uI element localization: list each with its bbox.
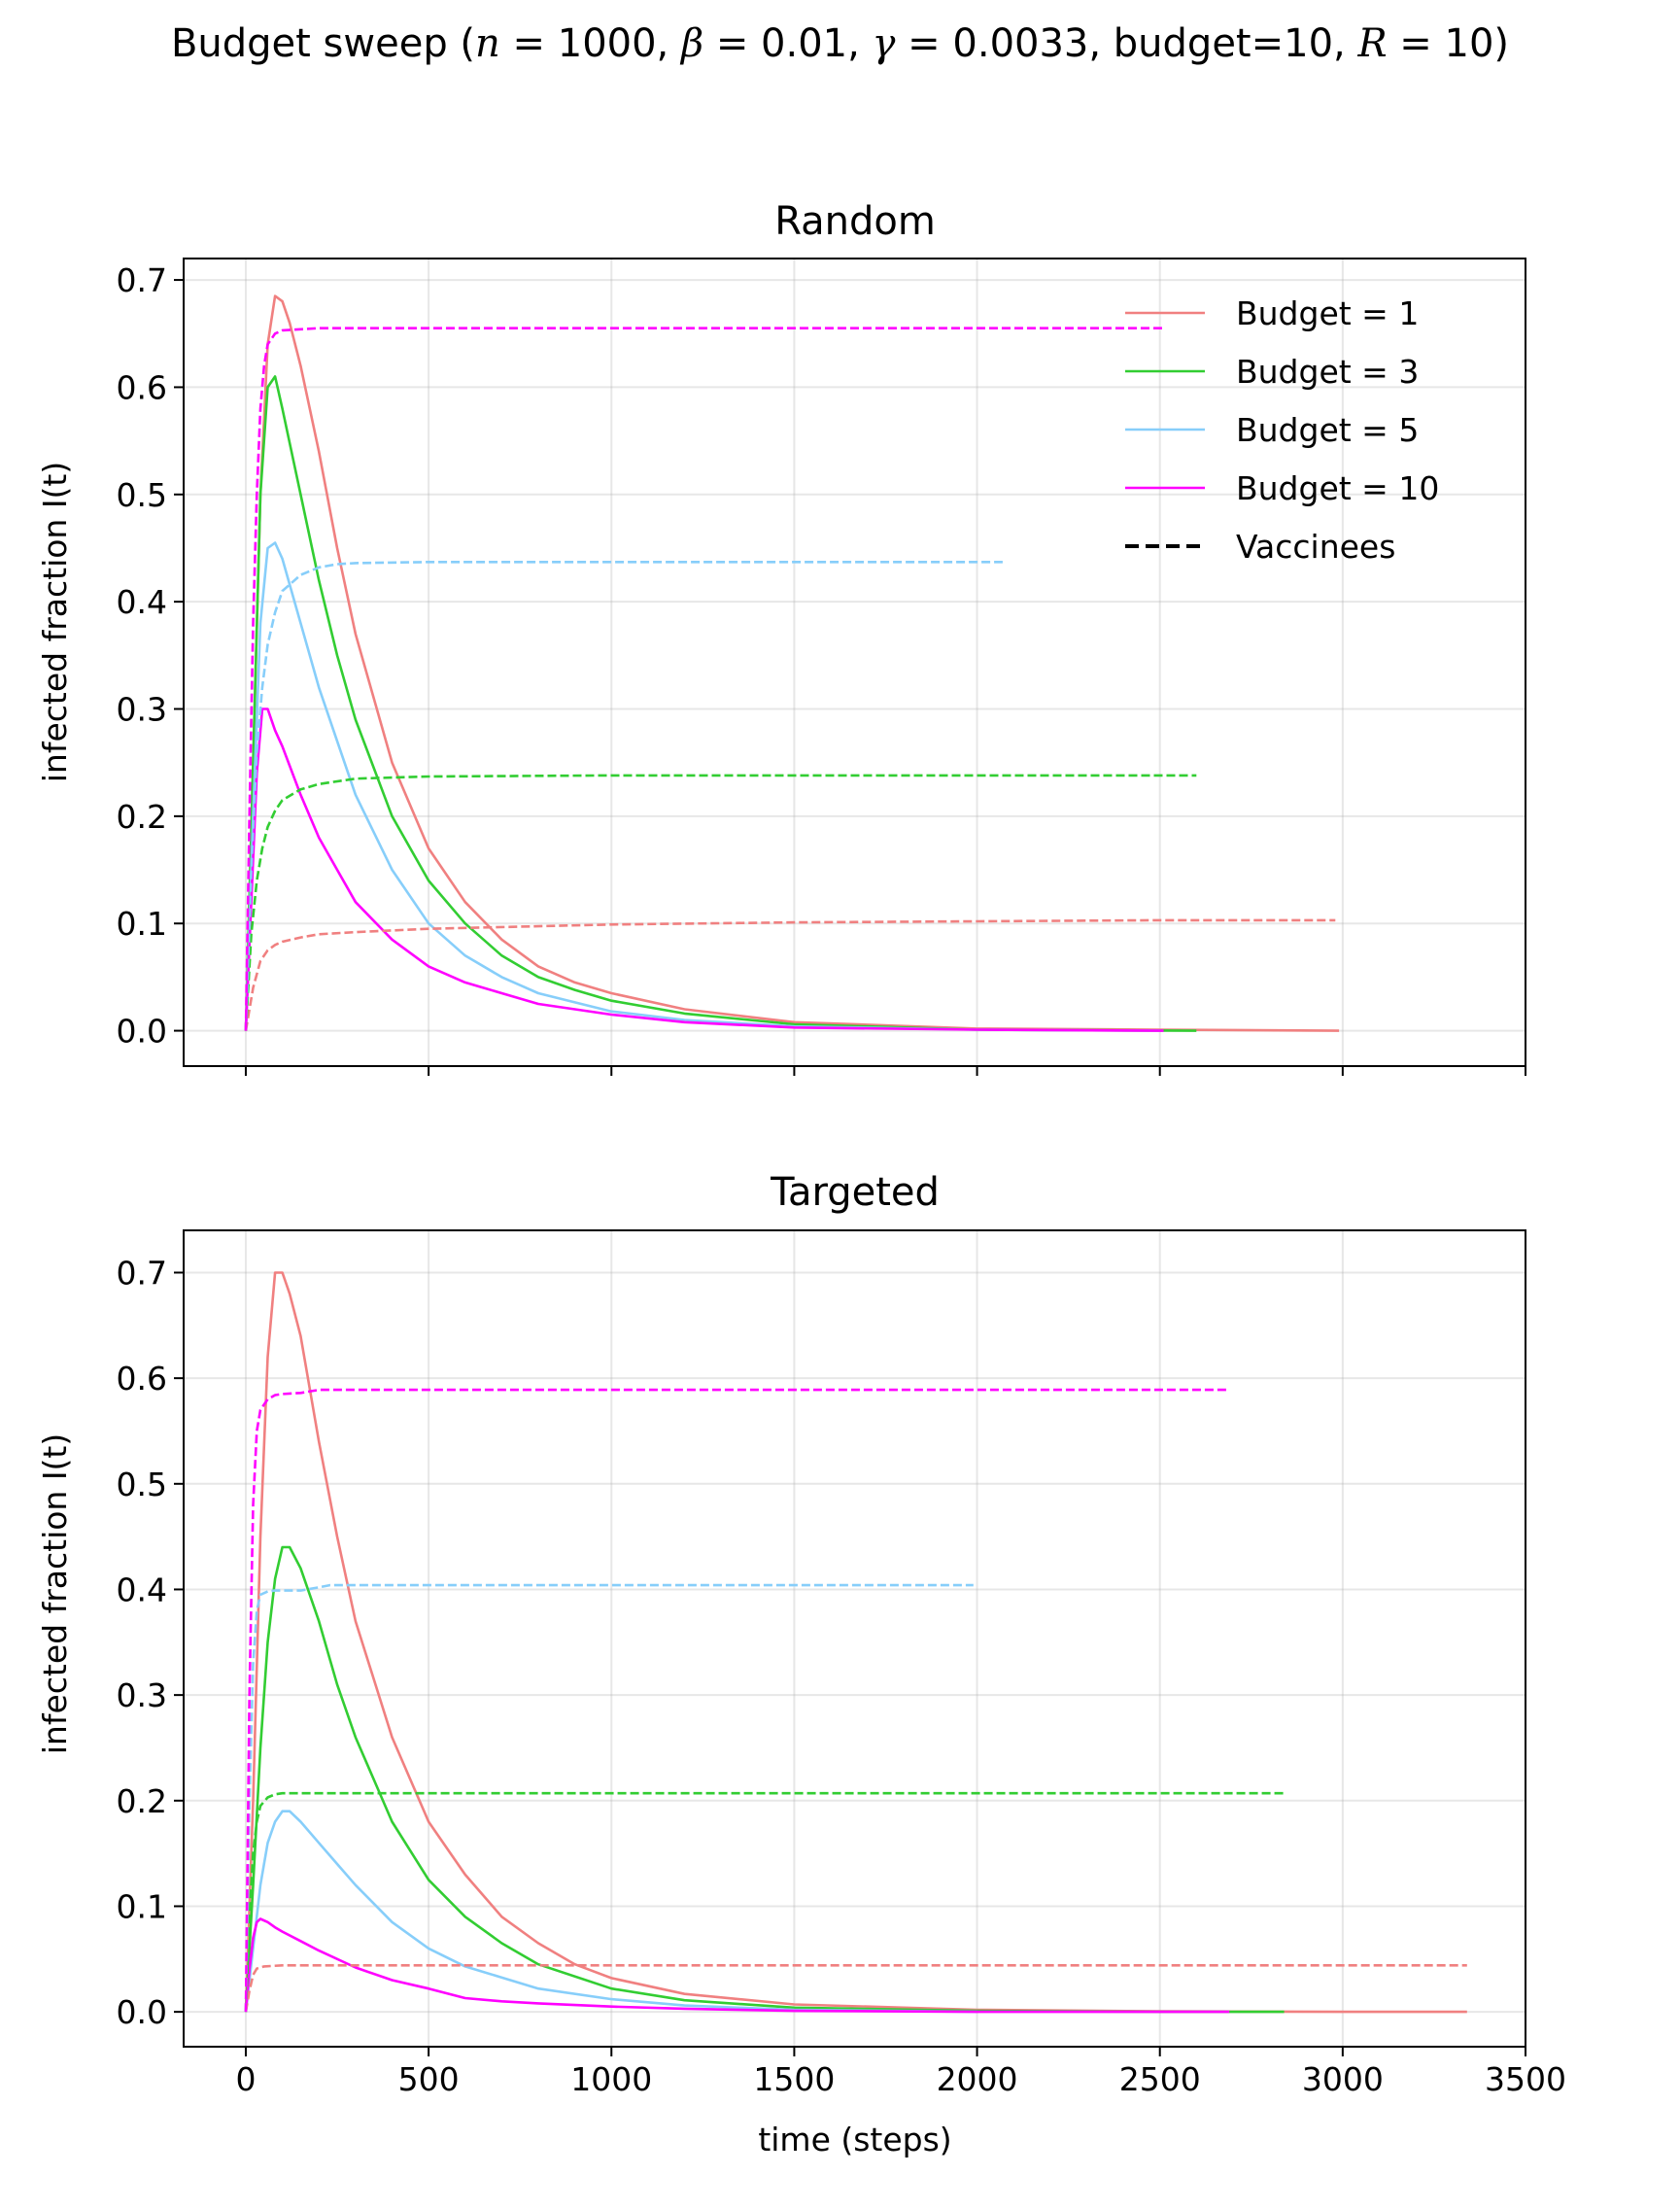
figure-title-part: Budget sweep ( <box>170 21 476 66</box>
figure-title-part: = 10) <box>1387 21 1510 66</box>
figure-title-part: γ <box>872 21 896 66</box>
y-tick-label: 0.7 <box>117 1254 167 1292</box>
figure-title-part: = 0.0033, budget=10, <box>895 21 1358 66</box>
subplot-title-targeted: Targeted <box>770 1170 940 1215</box>
figure-title-part: β <box>680 21 704 66</box>
legend-label: Vaccinees <box>1236 528 1395 566</box>
figure-title-part: R <box>1357 21 1388 66</box>
series-line-vaccinees-budget-3 <box>244 1791 1285 2013</box>
series-line-budget-1 <box>244 1271 1467 2014</box>
series-line-vaccinees-budget-1 <box>244 1964 1467 2013</box>
legend-label: Budget = 1 <box>1236 294 1419 332</box>
figure-title-part: = 0.01, <box>703 21 873 66</box>
series-line-budget-3 <box>244 1545 1285 2014</box>
series-line-vaccinees-budget-3 <box>244 774 1197 1031</box>
y-tick-label: 0.0 <box>117 1013 167 1051</box>
y-tick-label: 0.1 <box>117 905 167 943</box>
series-line-budget-10 <box>244 1917 1230 2014</box>
series-line-budget-3 <box>244 375 1197 1032</box>
figure-title-part: = 1000, <box>499 21 681 66</box>
y-tick-label: 0.5 <box>117 476 167 514</box>
y-tick-label: 0.3 <box>117 691 167 729</box>
plot-frame <box>183 1229 1526 2048</box>
y-tick-label: 0.3 <box>117 1676 167 1714</box>
series-line-vaccinees-budget-1 <box>244 918 1336 1031</box>
series-line-vaccinees-budget-10 <box>244 1388 1230 2013</box>
x-tick-label: 2500 <box>1119 2060 1201 2098</box>
panel-targeted: Targeted infected fraction I(t) time (st… <box>36 1170 1566 2158</box>
x-axis-label: time (steps) <box>758 2121 951 2158</box>
series-line-vaccinees-budget-10 <box>244 327 1164 1031</box>
y-tick-label: 0.0 <box>117 1993 167 2031</box>
legend: Budget = 1 Budget = 3 Budget = 5 Budget = 1… <box>1125 294 1439 566</box>
y-tick-label: 0.2 <box>117 1782 167 1820</box>
panel-random: Random infected fraction I(t) 0.0 0.1 0.2 0… <box>36 199 1526 1076</box>
legend-label: Budget = 5 <box>1236 411 1419 449</box>
y-tick-label: 0.2 <box>117 798 167 836</box>
series-line-budget-5 <box>244 541 1160 1032</box>
y-tick-label: 0.4 <box>117 1570 167 1608</box>
y-axis-label-targeted: infected fraction I(t) <box>36 1433 74 1755</box>
y-tick-label: 0.7 <box>117 261 167 299</box>
legend-label: Budget = 3 <box>1236 353 1419 391</box>
series-line-budget-5 <box>244 1810 977 2014</box>
x-tick-label: 2000 <box>937 2060 1018 2098</box>
x-tick-label: 0 <box>235 2060 256 2098</box>
y-tick-label: 0.4 <box>117 583 167 621</box>
y-axis-label-random: infected fraction I(t) <box>36 462 74 783</box>
series-line-budget-10 <box>244 708 1164 1032</box>
subplot-title-random: Random <box>774 199 936 244</box>
series-line-budget-1 <box>244 294 1340 1032</box>
y-tick-label: 0.5 <box>117 1466 167 1503</box>
x-tick-label: 1000 <box>570 2060 652 2098</box>
y-tick-label: 0.1 <box>117 1887 167 1925</box>
legend-label: Budget = 10 <box>1236 469 1439 507</box>
y-tick-label: 0.6 <box>117 1360 167 1398</box>
y-tick-label: 0.6 <box>117 368 167 406</box>
plot-frame <box>183 258 1526 1067</box>
figure-title: Budget sweep (n = 1000, β = 0.01, γ = 0.… <box>0 21 1680 66</box>
x-tick-label: 500 <box>398 2060 460 2098</box>
x-tick-label: 3000 <box>1302 2060 1384 2098</box>
x-tick-label: 1500 <box>753 2060 835 2098</box>
figure-title-part: n <box>475 21 500 66</box>
series-line-vaccinees-budget-5 <box>244 560 1003 1031</box>
series-line-vaccinees-budget-5 <box>244 1583 974 2013</box>
x-tick-label: 3500 <box>1485 2060 1566 2098</box>
